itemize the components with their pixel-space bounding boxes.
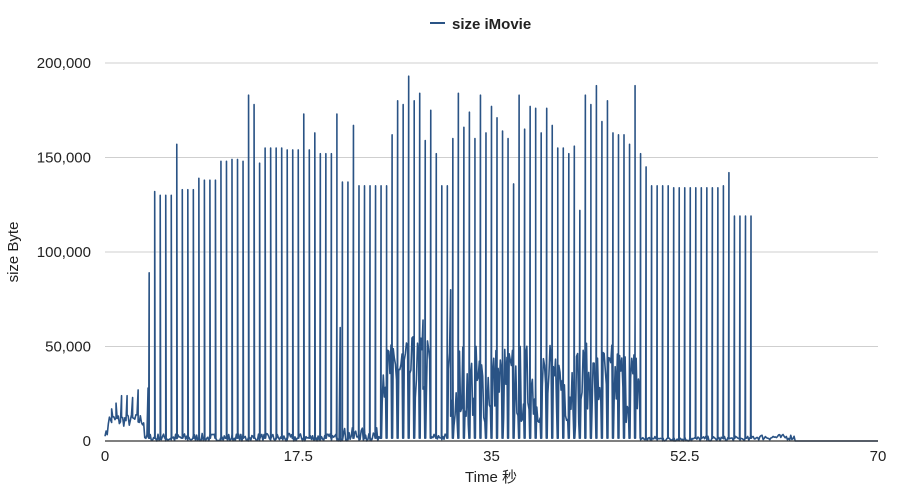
x-axis-ticks: 0 17.5 35 52.5 70 [101,448,887,465]
x-tick-label-0: 0 [101,448,109,465]
legend: size iMovie [430,16,531,33]
y-axis-title: size Byte [5,222,22,283]
x-tick-label-4: 70 [870,448,887,465]
y-axis-ticks: 0 50,000 100,000 150,000 200,000 [37,55,91,450]
x-tick-label-3: 52.5 [670,448,699,465]
x-tick-label-1: 17.5 [284,448,313,465]
legend-label-size-imovie: size iMovie [452,16,531,33]
y-tick-label-2: 100,000 [37,244,91,261]
y-tick-label-1: 50,000 [45,339,91,356]
series-group [104,75,878,442]
y-tick-label-0: 0 [83,433,91,450]
y-tick-label-3: 150,000 [37,150,91,167]
x-tick-label-2: 35 [483,448,500,465]
y-tick-label-4: 200,000 [37,55,91,72]
x-axis-title: Time 秒 [465,469,517,486]
series-line-size-imovie [104,75,878,442]
